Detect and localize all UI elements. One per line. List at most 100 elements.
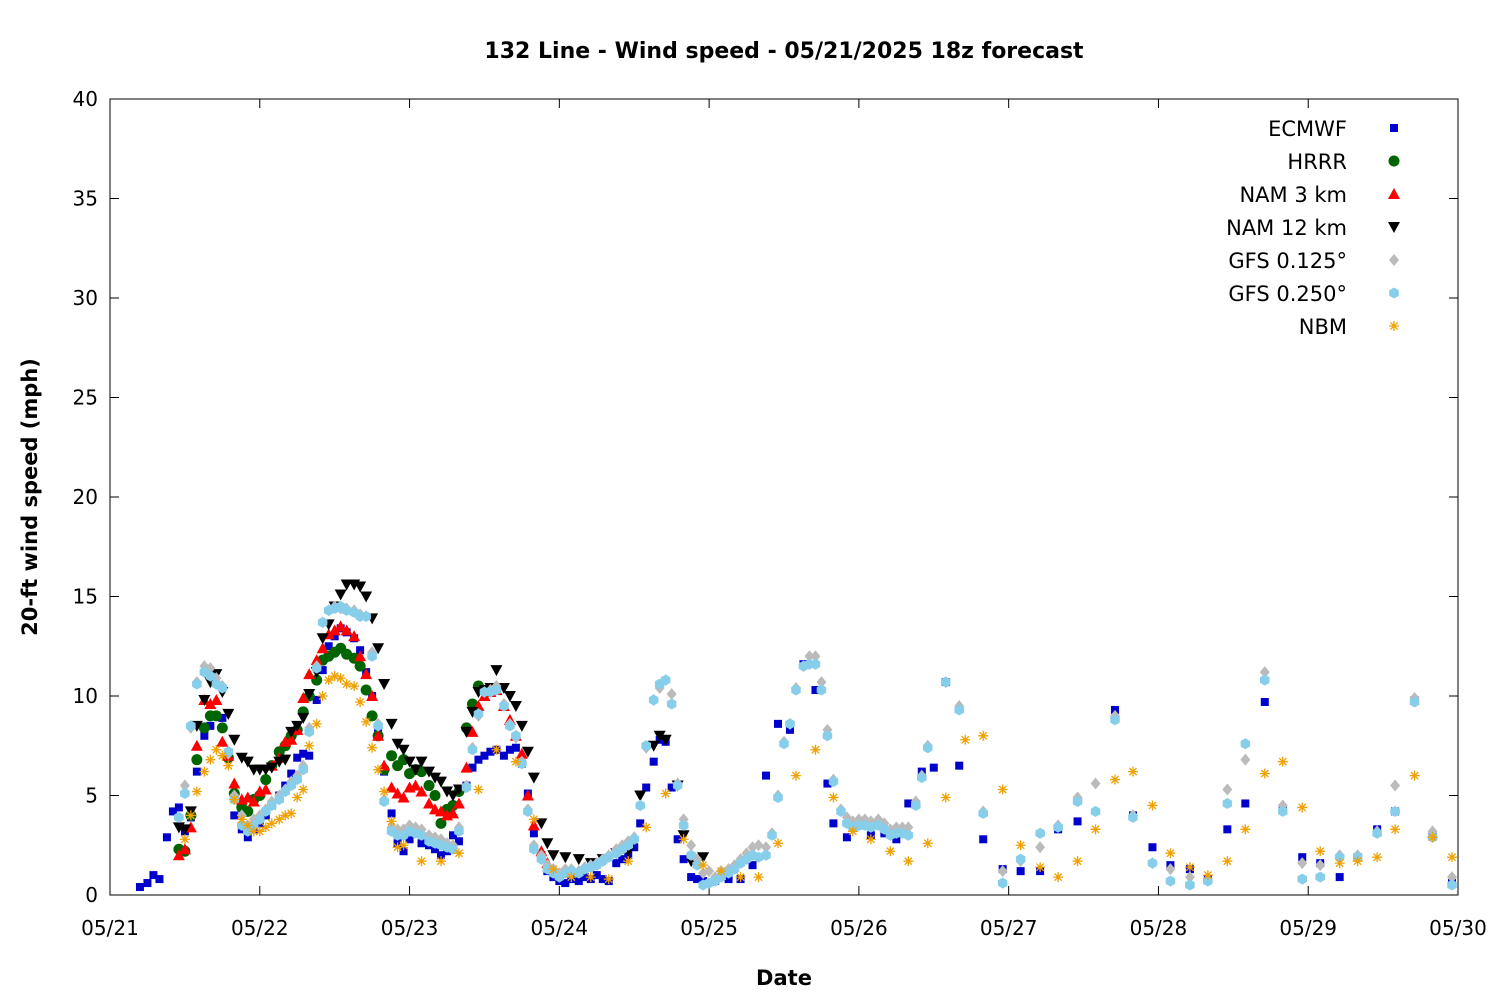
- data-point: [453, 848, 464, 859]
- data-point: [474, 755, 483, 764]
- data-point: [211, 744, 222, 755]
- data-point: [1015, 840, 1026, 851]
- data-point: [334, 620, 347, 632]
- data-point: [429, 790, 441, 801]
- series-4: [179, 600, 1458, 886]
- data-point: [630, 843, 639, 852]
- data-point: [367, 742, 378, 753]
- data-point: [372, 643, 385, 655]
- data-point: [247, 795, 260, 807]
- data-point: [429, 772, 442, 784]
- data-point: [761, 841, 772, 854]
- x-tick-label: 05/27: [980, 916, 1038, 940]
- data-point: [1277, 756, 1288, 767]
- data-point: [373, 720, 383, 732]
- data-point: [323, 675, 334, 686]
- data-point: [641, 822, 652, 833]
- data-point: [1315, 846, 1326, 857]
- data-point: [360, 684, 372, 696]
- data-point: [446, 790, 459, 802]
- data-point: [997, 877, 1008, 889]
- data-point: [1297, 873, 1307, 885]
- data-point: [790, 770, 801, 781]
- y-tick-label: 20: [73, 485, 98, 509]
- data-point: [473, 784, 484, 795]
- data-point: [292, 792, 303, 803]
- data-point: [341, 679, 352, 690]
- data-point: [1222, 798, 1233, 809]
- data-point: [1222, 783, 1233, 796]
- data-point: [266, 818, 277, 829]
- data-point: [1240, 738, 1251, 750]
- data-point: [1409, 770, 1420, 781]
- data-point: [559, 852, 572, 864]
- series-2: [172, 620, 554, 869]
- data-point: [598, 875, 607, 884]
- data-point: [653, 730, 666, 742]
- data-point: [829, 819, 838, 828]
- data-point: [298, 764, 308, 776]
- data-point: [285, 733, 298, 745]
- legend-marker: [1389, 321, 1399, 331]
- data-point: [1090, 777, 1101, 790]
- data-point: [641, 740, 651, 752]
- data-point: [416, 829, 427, 841]
- data-point: [372, 729, 385, 741]
- data-point: [517, 758, 527, 770]
- legend-marker: [1388, 222, 1400, 233]
- data-point: [697, 852, 710, 864]
- data-point: [892, 835, 901, 844]
- y-tick-label: 40: [73, 87, 98, 111]
- data-point: [1110, 774, 1121, 785]
- data-point: [172, 849, 185, 861]
- legend-marker: [1389, 254, 1399, 266]
- data-point: [509, 700, 522, 712]
- data-point: [386, 816, 397, 827]
- data-point: [1165, 875, 1176, 887]
- data-point: [667, 783, 676, 792]
- data-point: [804, 650, 815, 663]
- data-point: [397, 791, 410, 803]
- data-point: [828, 792, 839, 803]
- data-point: [940, 792, 951, 803]
- data-point: [767, 829, 777, 841]
- data-point: [228, 777, 241, 789]
- data-point: [1447, 879, 1457, 891]
- data-point: [437, 851, 446, 860]
- data-point: [292, 774, 302, 786]
- data-point: [505, 745, 514, 754]
- data-point: [911, 800, 921, 811]
- data-point: [243, 833, 252, 842]
- data-point: [547, 850, 560, 862]
- data-point: [305, 751, 314, 760]
- data-point: [387, 809, 396, 818]
- data-point: [317, 691, 328, 701]
- data-point: [334, 589, 347, 601]
- data-point: [761, 849, 771, 861]
- data-point: [330, 632, 339, 641]
- data-point: [179, 834, 190, 845]
- data-point: [1127, 766, 1138, 777]
- data-point: [361, 610, 371, 622]
- data-point: [223, 760, 234, 771]
- data-point: [274, 794, 284, 805]
- data-point: [392, 842, 403, 853]
- data-point: [386, 750, 398, 762]
- data-point: [415, 756, 428, 768]
- data-point: [1035, 862, 1046, 873]
- data-point: [218, 713, 227, 722]
- data-point: [978, 807, 988, 819]
- data-point: [198, 722, 210, 734]
- data-point: [311, 662, 322, 674]
- data-point: [448, 843, 458, 855]
- data-point: [1372, 827, 1382, 839]
- data-point: [460, 726, 473, 738]
- data-point: [865, 834, 876, 845]
- data-point: [1260, 697, 1269, 706]
- data-point: [816, 676, 827, 689]
- data-point: [1090, 824, 1101, 835]
- data-point: [260, 774, 272, 786]
- data-point: [293, 753, 302, 762]
- series-0: [135, 624, 1457, 892]
- data-point: [1202, 870, 1213, 881]
